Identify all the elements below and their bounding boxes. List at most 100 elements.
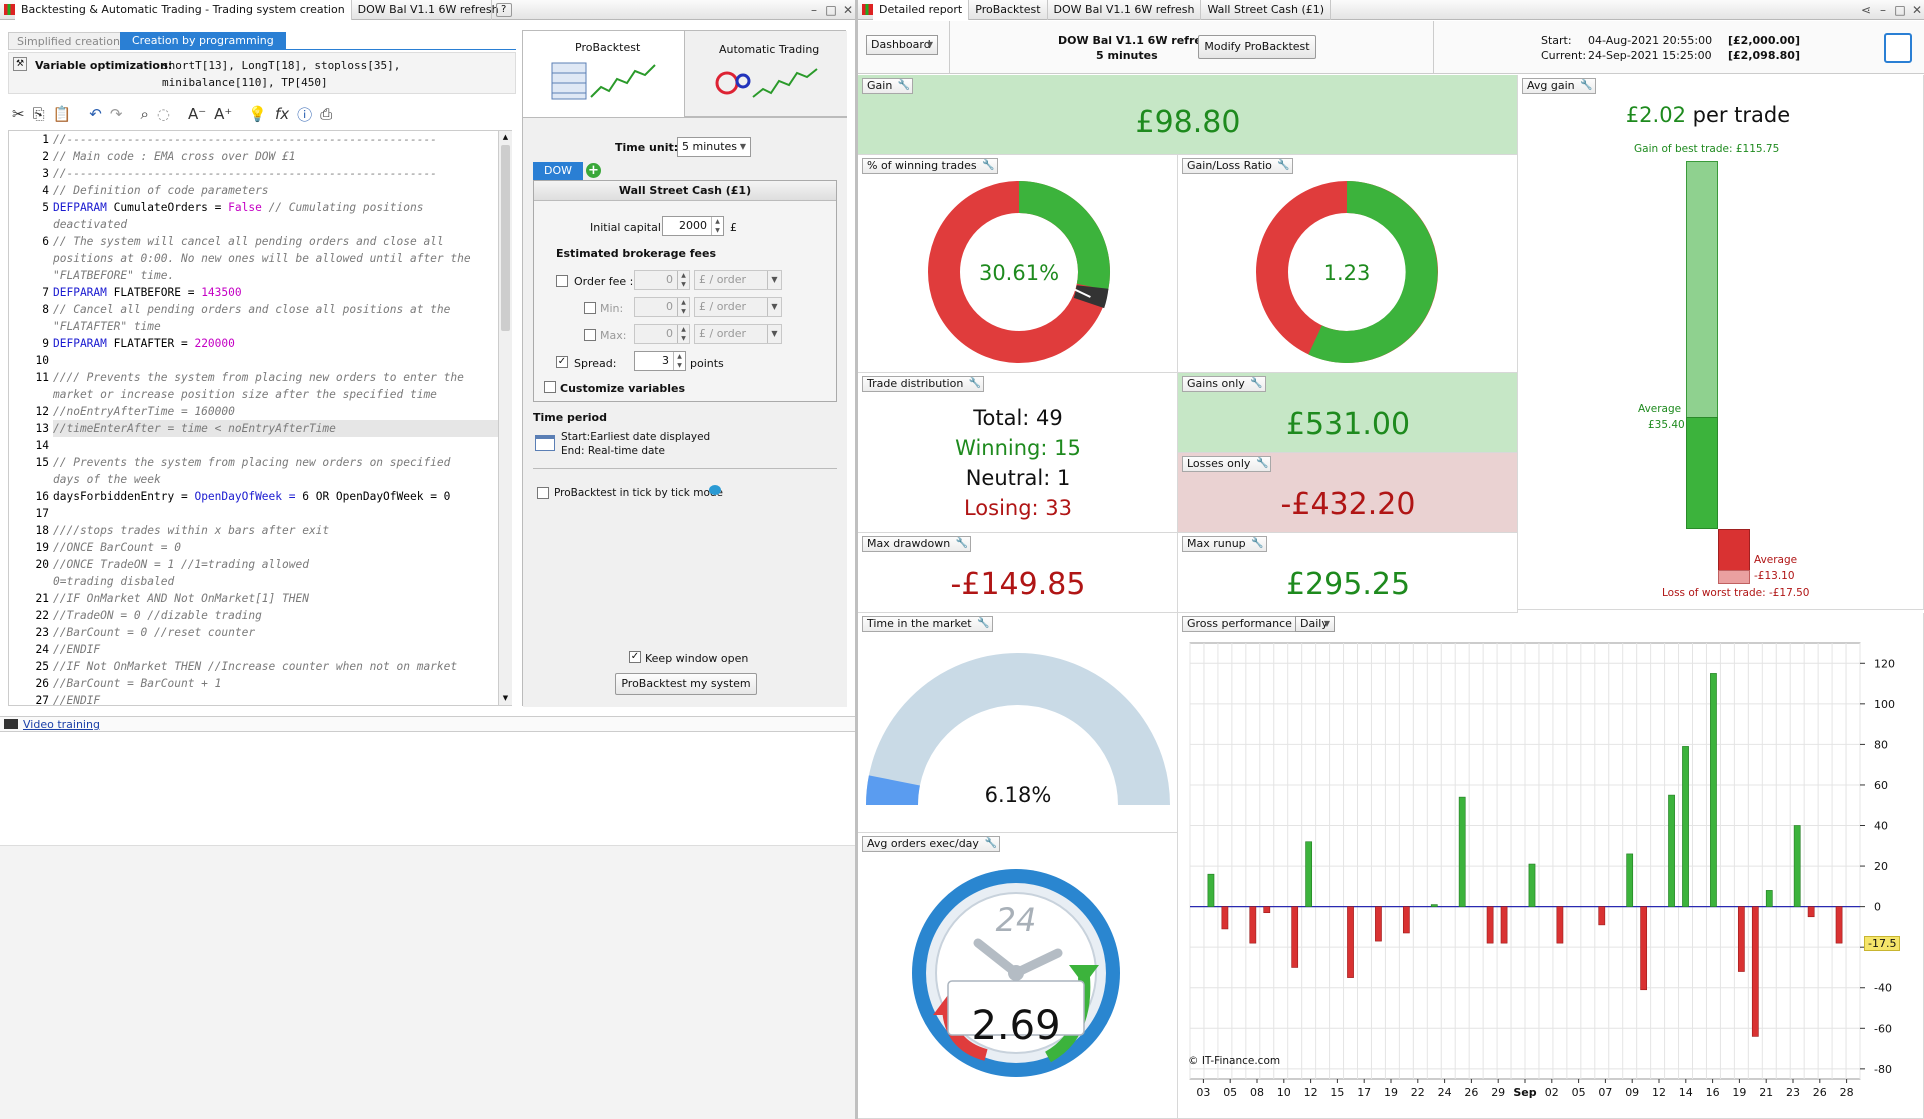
order-fee-checkbox[interactable]: [556, 275, 568, 287]
code-line[interactable]: deactivated: [9, 216, 499, 233]
tab-automatic-trading[interactable]: Automatic Trading: [685, 31, 847, 117]
code-editor[interactable]: 1//-------------------------------------…: [8, 130, 512, 706]
right-minimize-icon[interactable]: –: [1880, 2, 1886, 17]
code-line[interactable]: 27//ENDIF: [9, 692, 499, 705]
code-line[interactable]: 20//ONCE TradeON = 1 //1=trading allowed: [9, 556, 499, 573]
font-decrease-icon[interactable]: A⁻: [187, 105, 207, 123]
right-tab-instrument[interactable]: Wall Street Cash (£1): [1201, 0, 1332, 20]
code-line[interactable]: positions at 0:00. No new ones will be a…: [9, 250, 499, 267]
info-bubble-icon[interactable]: [709, 485, 721, 495]
code-line[interactable]: 2// Main code : EMA cross over DOW £1: [9, 148, 499, 165]
code-line[interactable]: 26//BarCount = BarCount + 1: [9, 675, 499, 692]
customize-variables-checkbox[interactable]: [544, 381, 556, 393]
max-drawdown-title[interactable]: Max drawdown 🔧: [862, 536, 972, 552]
tick-mode-checkbox[interactable]: [537, 487, 549, 499]
right-close-icon[interactable]: ✕: [1911, 2, 1923, 17]
gains-only-title[interactable]: Gains only 🔧: [1182, 376, 1266, 392]
code-line[interactable]: 4// Definition of code parameters: [9, 182, 499, 199]
left-tab-system[interactable]: DOW Bal V1.1 6W refresh: [352, 0, 499, 20]
spread-checkbox[interactable]: ✓: [556, 356, 568, 368]
gain-title[interactable]: Gain 🔧: [862, 78, 914, 94]
initial-capital-input[interactable]: 2000 ▲ ▼: [662, 216, 724, 236]
dashboard-select[interactable]: Dashboard ▼: [866, 35, 938, 55]
code-line[interactable]: market or increase position size after t…: [9, 386, 499, 403]
code-line[interactable]: 15// Prevents the system from placing ne…: [9, 454, 499, 471]
gross-performance-title[interactable]: Gross performance🔧: [1182, 616, 1313, 632]
probacktest-my-system-button[interactable]: ProBacktest my system: [615, 673, 757, 695]
code-line[interactable]: 17: [9, 505, 499, 522]
code-line[interactable]: 5 DEFPARAM CumulateOrders = False // Cumu…: [9, 199, 499, 216]
code-line[interactable]: 13//timeEnterAfter = time < noEntryAfter…: [9, 420, 499, 437]
time-in-market-title[interactable]: Time in the market 🔧: [862, 616, 993, 632]
maximize-icon[interactable]: □: [825, 2, 837, 17]
code-line[interactable]: 10: [9, 352, 499, 369]
right-maximize-icon[interactable]: □: [1894, 2, 1906, 17]
editor-scrollbar[interactable]: ▲ ▼: [498, 131, 512, 705]
instrument-tab-dow[interactable]: DOW: [533, 162, 583, 180]
code-line[interactable]: 1//-------------------------------------…: [9, 131, 499, 148]
period-select[interactable]: Daily ▼: [1295, 616, 1335, 632]
code-line[interactable]: 19//ONCE BarCount = 0: [9, 539, 499, 556]
print-icon[interactable]: ⎙: [320, 105, 333, 123]
max-input[interactable]: 0 ▲ ▼: [634, 324, 690, 344]
min-input[interactable]: 0 ▲ ▼: [634, 297, 690, 317]
close-icon[interactable]: ✕: [842, 2, 854, 17]
copy-icon[interactable]: ⎘: [32, 105, 45, 123]
winning-pct-title[interactable]: % of winning trades 🔧: [862, 158, 998, 174]
order-fee-input[interactable]: 0 ▲ ▼: [634, 270, 690, 290]
max-checkbox[interactable]: [584, 329, 596, 341]
code-line[interactable]: 3//-------------------------------------…: [9, 165, 499, 182]
idea-icon[interactable]: 💡: [248, 105, 267, 123]
time-unit-select[interactable]: 5 minutes ▼: [677, 137, 751, 157]
code-line[interactable]: 24//ENDIF: [9, 641, 499, 658]
code-line[interactable]: 14: [9, 437, 499, 454]
losses-only-title[interactable]: Losses only 🔧: [1182, 456, 1272, 472]
order-fee-unit-select[interactable]: £ / order ▼: [694, 270, 782, 290]
tab-simplified-creation[interactable]: Simplified creation: [8, 32, 129, 50]
code-line[interactable]: 7 DEFPARAM FLATBEFORE = 143500: [9, 284, 499, 301]
left-help-icon[interactable]: ?: [495, 2, 512, 17]
code-line[interactable]: days of the week: [9, 471, 499, 488]
code-line[interactable]: 25//IF Not OnMarket THEN //Increase coun…: [9, 658, 499, 675]
right-tab-probacktest[interactable]: ProBacktest: [969, 0, 1048, 20]
min-unit-select[interactable]: £ / order ▼: [694, 297, 782, 317]
code-line[interactable]: 23//BarCount = 0 //reset counter: [9, 624, 499, 641]
code-line[interactable]: "FLATAFTER" time: [9, 318, 499, 335]
code-line[interactable]: 18////stops trades within x bars after e…: [9, 522, 499, 539]
help-icon[interactable]: ⓘ: [297, 105, 313, 124]
report-settings-icon[interactable]: [1884, 33, 1912, 63]
code-line[interactable]: 8// Cancel all pending orders and close …: [9, 301, 499, 318]
redo-icon[interactable]: ↷: [109, 105, 123, 123]
trade-distribution-title[interactable]: Trade distribution 🔧: [862, 376, 985, 392]
tab-creation-by-programming[interactable]: Creation by programming: [120, 32, 286, 50]
wrench-icon[interactable]: ⚒: [13, 57, 27, 71]
spread-input[interactable]: 3 ▲ ▼: [634, 351, 686, 371]
code-line[interactable]: 16 daysForbiddenEntry = OpenDayOfWeek = 6…: [9, 488, 499, 505]
modify-probacktest-button[interactable]: Modify ProBacktest: [1198, 35, 1316, 59]
paste-icon[interactable]: 📋: [52, 105, 72, 123]
code-line[interactable]: 11//// Prevents the system from placing …: [9, 369, 499, 386]
code-line[interactable]: "FLATBEFORE" time.: [9, 267, 499, 284]
add-instrument-icon[interactable]: +: [586, 163, 601, 178]
tab-probacktest[interactable]: ProBacktest: [523, 31, 685, 117]
variable-optimization-line2[interactable]: minibalance[110], TP[450]: [162, 76, 328, 89]
avg-orders-title[interactable]: Avg orders exec/day 🔧: [862, 836, 1000, 852]
share-icon[interactable]: ⋖: [1860, 2, 1872, 17]
keep-window-open-checkbox[interactable]: ✓: [629, 651, 641, 663]
code-line[interactable]: 9 DEFPARAM FLATAFTER = 220000: [9, 335, 499, 352]
max-unit-select[interactable]: £ / order ▼: [694, 324, 782, 344]
min-checkbox[interactable]: [584, 302, 596, 314]
function-icon[interactable]: fx: [275, 105, 290, 123]
cut-icon[interactable]: ✂: [12, 105, 25, 123]
undo-icon[interactable]: ↶: [89, 105, 102, 123]
variable-optimization-line1[interactable]: shortT[13], LongT[18], stoploss[35],: [162, 59, 401, 72]
video-training-link[interactable]: Video training: [23, 718, 100, 731]
comment-icon[interactable]: ◌: [156, 105, 170, 123]
avg-gain-title[interactable]: Avg gain 🔧: [1522, 78, 1596, 94]
search-icon[interactable]: ⌕: [140, 105, 149, 123]
gl-ratio-title[interactable]: Gain/Loss Ratio 🔧: [1182, 158, 1293, 174]
max-runup-title[interactable]: Max runup 🔧: [1182, 536, 1267, 552]
code-line[interactable]: 22//TradeON = 0 //dizable trading: [9, 607, 499, 624]
right-tab-detailed-report[interactable]: Detailed report: [873, 0, 970, 20]
code-line[interactable]: 21//IF OnMarket AND Not OnMarket[1] THEN: [9, 590, 499, 607]
